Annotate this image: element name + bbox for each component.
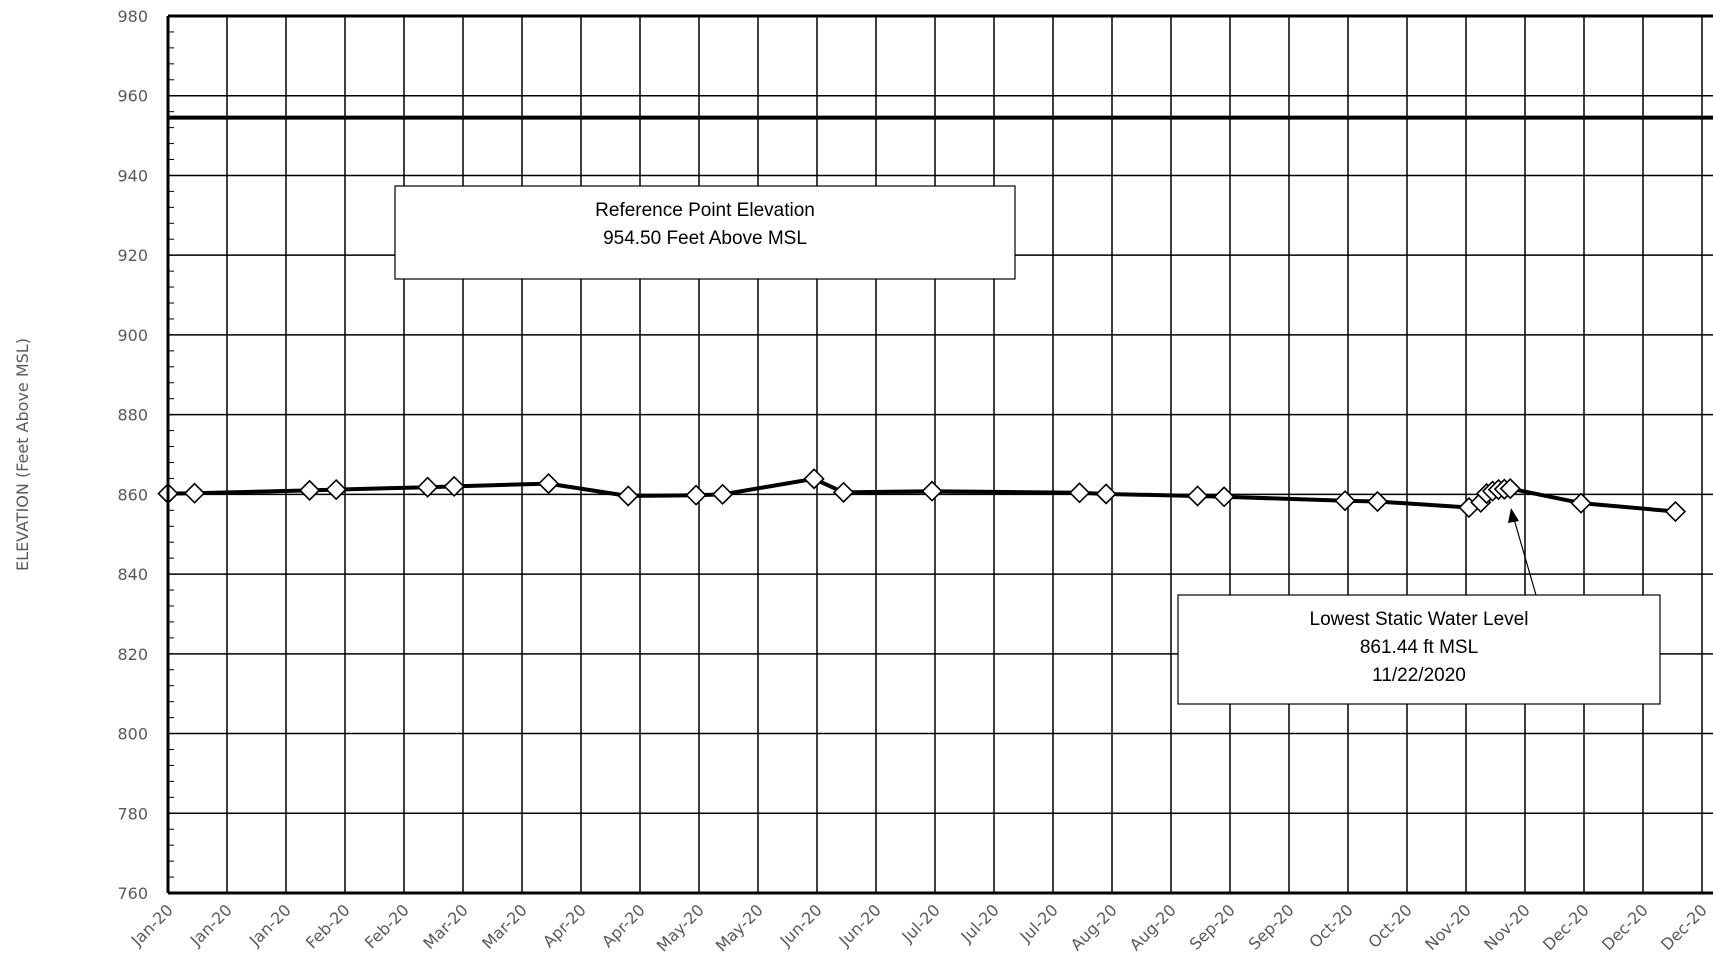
x-tick-label: Sep-20 [1245, 900, 1298, 953]
water-level-markers [157, 468, 1687, 523]
x-tick-label: Jun-20 [776, 900, 826, 950]
x-tick-label: Nov-20 [1421, 900, 1475, 954]
x-tick-label: Oct-20 [1305, 900, 1356, 951]
x-tick-label: Dec-20 [1598, 900, 1652, 954]
data-point [1068, 482, 1091, 504]
data-point [183, 482, 206, 504]
data-point [416, 476, 439, 498]
x-tick-label: Dec-20 [1657, 900, 1711, 954]
data-point [803, 468, 825, 490]
y-tick-label: 760 [117, 884, 148, 903]
water-level-series-line [167, 476, 1676, 514]
lowest-level-arrow [1513, 518, 1537, 596]
lowest-level-annotation-line-3: 11/22/2020 [1372, 665, 1466, 686]
data-point [443, 475, 465, 498]
x-tick-label: Apr-20 [539, 900, 590, 951]
data-point [1499, 477, 1521, 500]
data-point [685, 484, 707, 506]
x-tick-label: May-20 [712, 900, 767, 955]
x-tick-label: Jul-20 [898, 900, 944, 946]
data-point [617, 485, 639, 507]
x-tick-label: May-20 [653, 900, 708, 955]
x-tick-label: Oct-20 [1364, 900, 1415, 951]
data-point [298, 479, 321, 502]
lowest-level-annotation-box [1177, 594, 1661, 705]
data-point [1664, 500, 1687, 523]
x-tick-label: Mar-20 [419, 900, 472, 953]
y-tick-label: 780 [117, 804, 148, 823]
y-tick-label: 900 [117, 326, 148, 345]
lowest-level-annotation: Lowest Static Water Level 861.44 ft MSL … [1177, 508, 1661, 705]
x-tick-label: Feb-20 [361, 900, 413, 952]
data-point [711, 483, 734, 505]
data-point [1095, 483, 1117, 505]
x-tick-labels: Jan-20 Jan-20 Jan-20 Feb-20 Feb-20 Mar-20 Mar-… [127, 900, 1711, 955]
y-tick-label: 820 [117, 645, 148, 664]
y-tick-labels: 760 780 800 820 840 860 880 900 920 940 960 980 [117, 7, 148, 903]
data-point [325, 478, 347, 501]
reference-annotation-box [394, 185, 1016, 280]
reference-annotation-line-2: 954.50 Feet Above MSL [603, 228, 807, 249]
data-point [537, 472, 560, 495]
data-point [1570, 492, 1592, 514]
data-point [1213, 486, 1235, 508]
y-axis-label: ELEVATION (Feet Above MSL) [13, 338, 32, 571]
reference-annotation-line-1: Reference Point Elevation [595, 200, 815, 221]
data-point [832, 481, 855, 504]
y-tick-label: 980 [117, 7, 148, 26]
x-tick-label: Jan-20 [127, 900, 177, 950]
reference-annotation: Reference Point Elevation 954.50 Feet Ab… [394, 185, 1016, 280]
y-tick-label: 880 [117, 406, 148, 425]
data-point [1186, 485, 1209, 507]
data-point [921, 480, 943, 502]
x-tick-label: Dec-20 [1539, 900, 1593, 954]
x-tick-label: Aug-20 [1126, 900, 1180, 954]
x-tick-label: Jun-20 [835, 900, 885, 950]
y-tick-label: 940 [117, 166, 148, 185]
y-tick-label: 920 [117, 246, 148, 265]
x-tick-label: Sep-20 [1186, 900, 1239, 953]
grid-lines [167, 15, 1713, 894]
y-tick-label: 800 [117, 725, 148, 744]
x-tick-label: Feb-20 [302, 900, 354, 952]
data-point [1366, 490, 1389, 513]
y-tick-label: 860 [117, 485, 148, 504]
lowest-level-annotation-line-1: Lowest Static Water Level [1310, 609, 1529, 630]
x-tick-label: Apr-20 [598, 900, 649, 951]
x-tick-label: Jul-20 [957, 900, 1003, 946]
x-tick-label: Jan-20 [186, 900, 236, 950]
x-tick-label: Nov-20 [1480, 900, 1534, 954]
x-tick-label: Jul-20 [1016, 900, 1062, 946]
y-tick-label: 960 [117, 87, 148, 106]
lowest-level-arrowhead [1508, 508, 1519, 523]
x-tick-label: Jan-20 [245, 900, 295, 950]
x-tick-label: Aug-20 [1067, 900, 1121, 954]
y-tick-label: 840 [117, 565, 148, 584]
data-point [1334, 490, 1356, 512]
x-tick-label: Mar-20 [478, 900, 531, 953]
lowest-level-annotation-line-2: 861.44 ft MSL [1360, 637, 1478, 658]
